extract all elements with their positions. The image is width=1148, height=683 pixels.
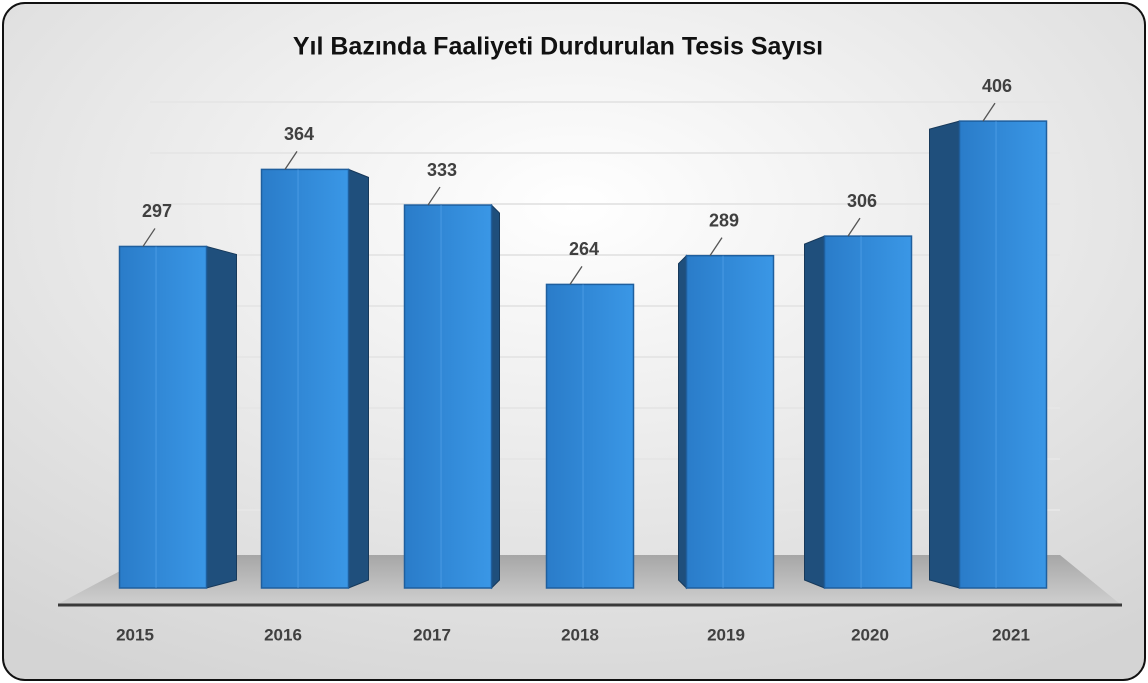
bar-side xyxy=(929,120,960,589)
data-label: 306 xyxy=(847,191,877,211)
data-label: 333 xyxy=(427,160,457,180)
leader-line xyxy=(284,151,298,170)
bar-side xyxy=(206,245,237,589)
data-label: 289 xyxy=(709,210,739,230)
leader-line xyxy=(427,186,441,206)
bar-side xyxy=(678,254,687,590)
x-tick-label: 2018 xyxy=(561,625,599,644)
bar-side xyxy=(804,235,825,589)
bar xyxy=(545,283,635,589)
bar xyxy=(958,120,1048,589)
x-tick-label: 2016 xyxy=(264,625,302,644)
data-label: 406 xyxy=(982,76,1012,96)
x-tick-label: 2021 xyxy=(992,625,1030,644)
x-tick-label: 2017 xyxy=(413,625,451,644)
leader-line xyxy=(709,237,723,257)
leader-line xyxy=(569,266,583,285)
bar-side xyxy=(348,168,369,589)
data-label: 364 xyxy=(284,124,314,144)
x-tick-label: 2020 xyxy=(851,625,889,644)
bar xyxy=(685,254,775,589)
data-label: 264 xyxy=(569,239,599,259)
bar xyxy=(403,204,493,589)
bar xyxy=(823,235,913,589)
x-tick-label: 2019 xyxy=(707,625,745,644)
bar-side xyxy=(491,203,500,590)
bar xyxy=(118,245,208,589)
leader-line xyxy=(142,228,156,247)
data-label: 297 xyxy=(142,201,172,221)
bar xyxy=(260,168,350,589)
x-tick-label: 2015 xyxy=(116,625,154,644)
leader-line xyxy=(982,102,996,122)
chart-title: Yıl Bazında Faaliyeti Durdurulan Tesis S… xyxy=(293,33,823,61)
leader-line xyxy=(847,217,861,237)
